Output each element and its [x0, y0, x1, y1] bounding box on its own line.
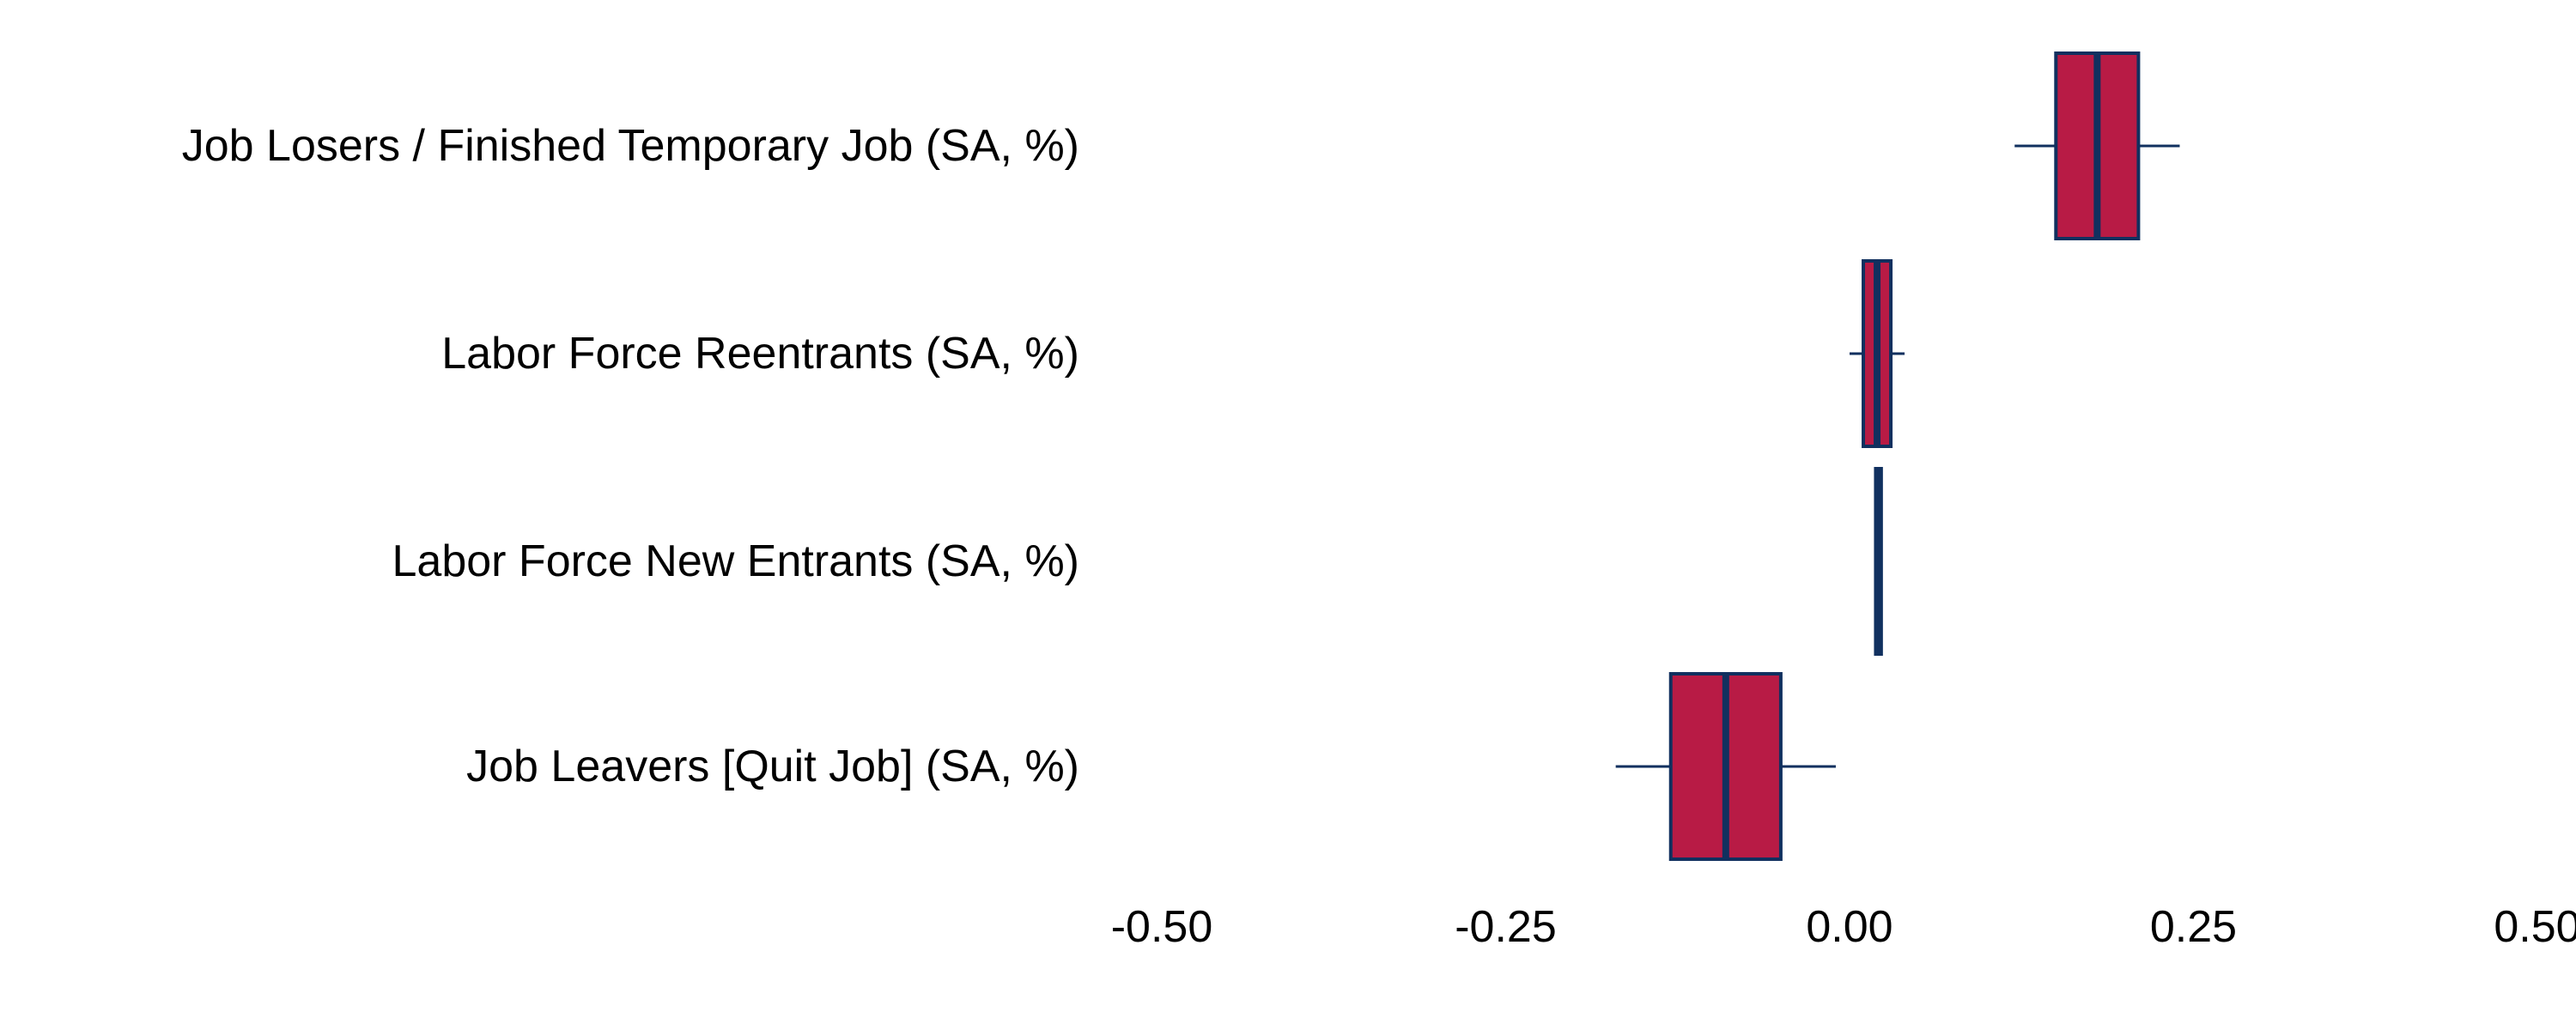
- category-label: Labor Force Reentrants (SA, %): [441, 329, 1079, 379]
- x-axis-tick-labels: -0.50 -0.25 0.00 0.25 0.50: [1111, 902, 2576, 952]
- x-tick-label: 0.50: [2494, 902, 2576, 952]
- x-tick-label: 0.25: [2150, 902, 2237, 952]
- box-group: [2014, 52, 2180, 240]
- box-group: [1850, 259, 1905, 448]
- x-tick-label: 0.00: [1806, 902, 1893, 952]
- box-group: [1615, 672, 1836, 861]
- x-tick-label: -0.50: [1111, 902, 1213, 952]
- category-label: Labor Force New Entrants (SA, %): [392, 536, 1079, 586]
- box-group: [1874, 467, 1883, 656]
- category-label: Job Losers / Finished Temporary Job (SA,…: [182, 121, 1079, 171]
- x-tick-label: -0.25: [1455, 902, 1557, 952]
- category-labels: Job Losers / Finished Temporary Job (SA,…: [182, 121, 1079, 791]
- category-label: Job Leavers [Quit Job] (SA, %): [466, 742, 1079, 791]
- boxes-layer: [1615, 52, 2180, 861]
